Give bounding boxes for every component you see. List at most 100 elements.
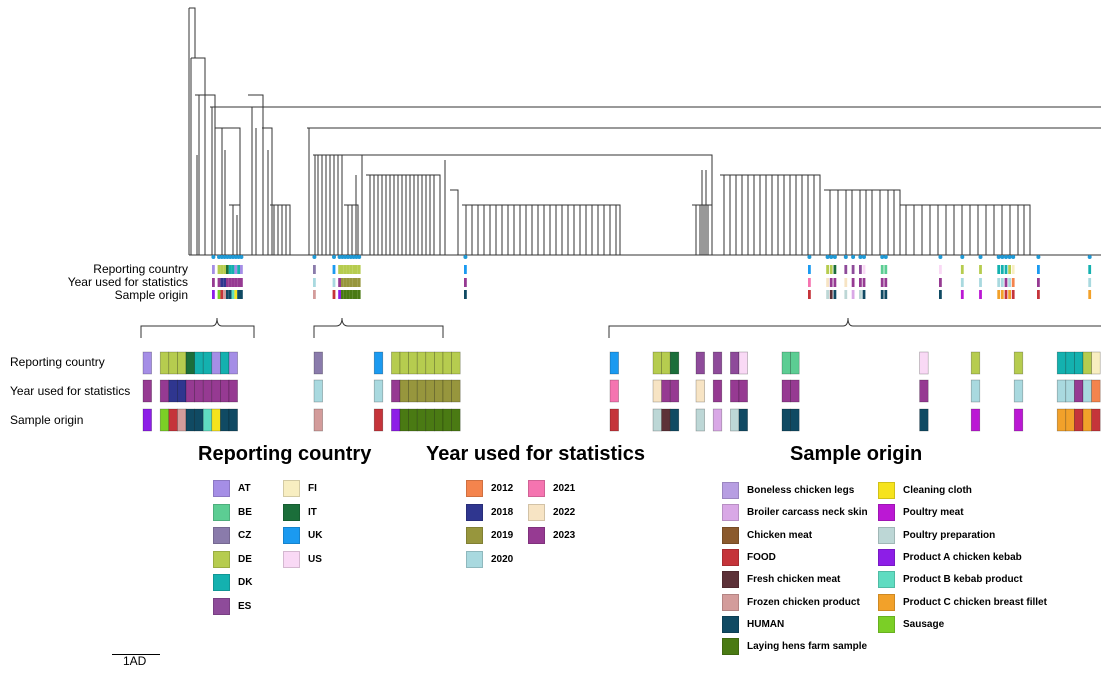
strip-cell-it <box>669 351 680 375</box>
strip-cell-food <box>168 408 178 432</box>
small-row-label-origin: Sample origin <box>115 288 188 302</box>
legend-label: 2018 <box>491 506 514 518</box>
small-strip-cell-dk <box>1004 265 1008 274</box>
strip-cell-2019 <box>434 379 444 403</box>
strip-cell-de <box>159 351 170 375</box>
legend-label: CZ <box>238 530 252 541</box>
strip-cell-de <box>168 351 178 375</box>
legend-swatch <box>213 597 230 615</box>
legend-swatch <box>528 480 545 497</box>
strip-cell-dk <box>194 351 204 375</box>
tip-marker <box>332 255 336 259</box>
small-strip-cell-food <box>1011 290 1015 299</box>
strip-cell-de <box>391 351 401 375</box>
small-strip-cell-2023 <box>829 278 833 287</box>
strip-cell-2020 <box>313 379 323 403</box>
strip-cell-2022 <box>695 379 705 403</box>
small-strip-cell-de <box>217 265 221 274</box>
tip-marker <box>357 255 362 259</box>
small-strip-cell-2022 <box>826 278 829 287</box>
small-strip-cell-de <box>357 265 361 274</box>
small-strip-cell-dk <box>228 265 232 274</box>
legend-swatch <box>878 526 895 544</box>
strip-cell-us <box>738 351 748 375</box>
strip-cell-human <box>228 408 238 432</box>
legend-label: Poultry meat <box>903 507 964 519</box>
legend-label: IT <box>308 506 317 518</box>
legend-item-sausage: Sausage <box>878 615 944 633</box>
small-strip-cell-human <box>880 290 884 299</box>
strip-cell-frozen-chicken-product <box>313 408 323 432</box>
small-strip-cell-de <box>1008 265 1011 274</box>
legend-swatch <box>466 480 483 497</box>
small-strip-cell-es <box>844 265 848 274</box>
tip-marker <box>843 255 848 259</box>
strip-cell-2020 <box>1082 379 1092 403</box>
small-strip-cell-dk <box>231 265 235 274</box>
small-strip-cell-de <box>960 265 964 274</box>
scale-bar-label: 1AD <box>123 654 147 668</box>
brace-2 <box>313 317 444 338</box>
small-strip-cell-2020 <box>997 278 1001 287</box>
strip-cell-food <box>373 408 384 432</box>
small-strip-cell-dk <box>237 265 240 274</box>
legend-item-us: US <box>283 550 322 568</box>
small-strip-cell-product-b-kebab-product <box>231 290 235 299</box>
legend-label: US <box>308 553 322 565</box>
small-strip-cell-broiler-carcass-neck-skin <box>851 290 855 299</box>
strip-cell-human <box>790 408 800 432</box>
legend-title-country: Reporting country <box>198 443 372 465</box>
small-strip-cell-2023 <box>228 278 232 287</box>
strip-cell-dk <box>1065 351 1075 375</box>
small-strip-cell-uk <box>464 265 467 274</box>
legend-label: Boneless chicken legs <box>747 485 855 496</box>
small-strip-cell-be <box>884 265 888 274</box>
legend-swatch <box>283 480 300 497</box>
legend-swatch <box>466 503 483 521</box>
tip-marker <box>858 255 863 259</box>
small-strip-cell-uk <box>332 265 336 274</box>
legend-item-es: ES <box>213 597 251 615</box>
strip-cell-fresh-chicken-meat <box>661 408 671 432</box>
legend-label: DE <box>238 553 252 565</box>
strip-cell-human <box>669 408 680 432</box>
strip-cell-food <box>1091 408 1101 432</box>
strip-cell-us <box>919 351 929 375</box>
small-strip-cell-poultry-preparation <box>859 290 862 299</box>
small-strip-cell-laying-hens-farm-sample <box>346 290 350 299</box>
small-strip-cell-at <box>234 265 238 274</box>
dendrogram <box>188 7 1101 256</box>
strip-cell-laying-hens-farm-sample <box>442 408 452 432</box>
tip-marker <box>883 255 888 259</box>
legend-label: 2019 <box>491 530 514 541</box>
tip-marker <box>236 255 241 259</box>
small-strip-cell-2023 <box>217 278 221 287</box>
legend-swatch <box>213 480 230 497</box>
legend-label: 2020 <box>491 553 514 565</box>
legend-label: FOOD <box>747 551 776 563</box>
strip-cell-de <box>408 351 418 375</box>
legend-swatch <box>722 482 739 499</box>
tip-marker <box>351 255 356 259</box>
tip-marker <box>1011 255 1016 259</box>
small-strip-cell-de <box>341 265 344 274</box>
strip-cell-2023 <box>391 379 401 403</box>
strip-cell-2023 <box>220 379 230 403</box>
small-strip-cell-food <box>808 290 811 299</box>
small-strip-cell-de <box>349 265 353 274</box>
strip-cell-product-c-chicken-breast-fillet <box>1056 408 1067 432</box>
strip-cell-human <box>185 408 195 432</box>
strip-cell-de <box>1082 351 1092 375</box>
small-strip-cell-cz <box>313 265 316 274</box>
strip-cell-laying-hens-farm-sample <box>408 408 418 432</box>
strip-cell-2018 <box>177 379 187 403</box>
strip-cell-2020 <box>970 379 981 403</box>
strip-cell-at <box>142 351 152 375</box>
row-labels-small: Reporting country Year used for statisti… <box>68 262 188 302</box>
tip-marker <box>996 255 1001 259</box>
small-strip-cell-frozen-chicken-product <box>313 290 316 299</box>
legend-item-2012: 2012 <box>466 480 513 497</box>
strip-cell-poultry-preparation <box>695 408 705 432</box>
small-strip-cell-fresh-chicken-meat <box>829 290 833 299</box>
tip-marker <box>880 255 885 259</box>
